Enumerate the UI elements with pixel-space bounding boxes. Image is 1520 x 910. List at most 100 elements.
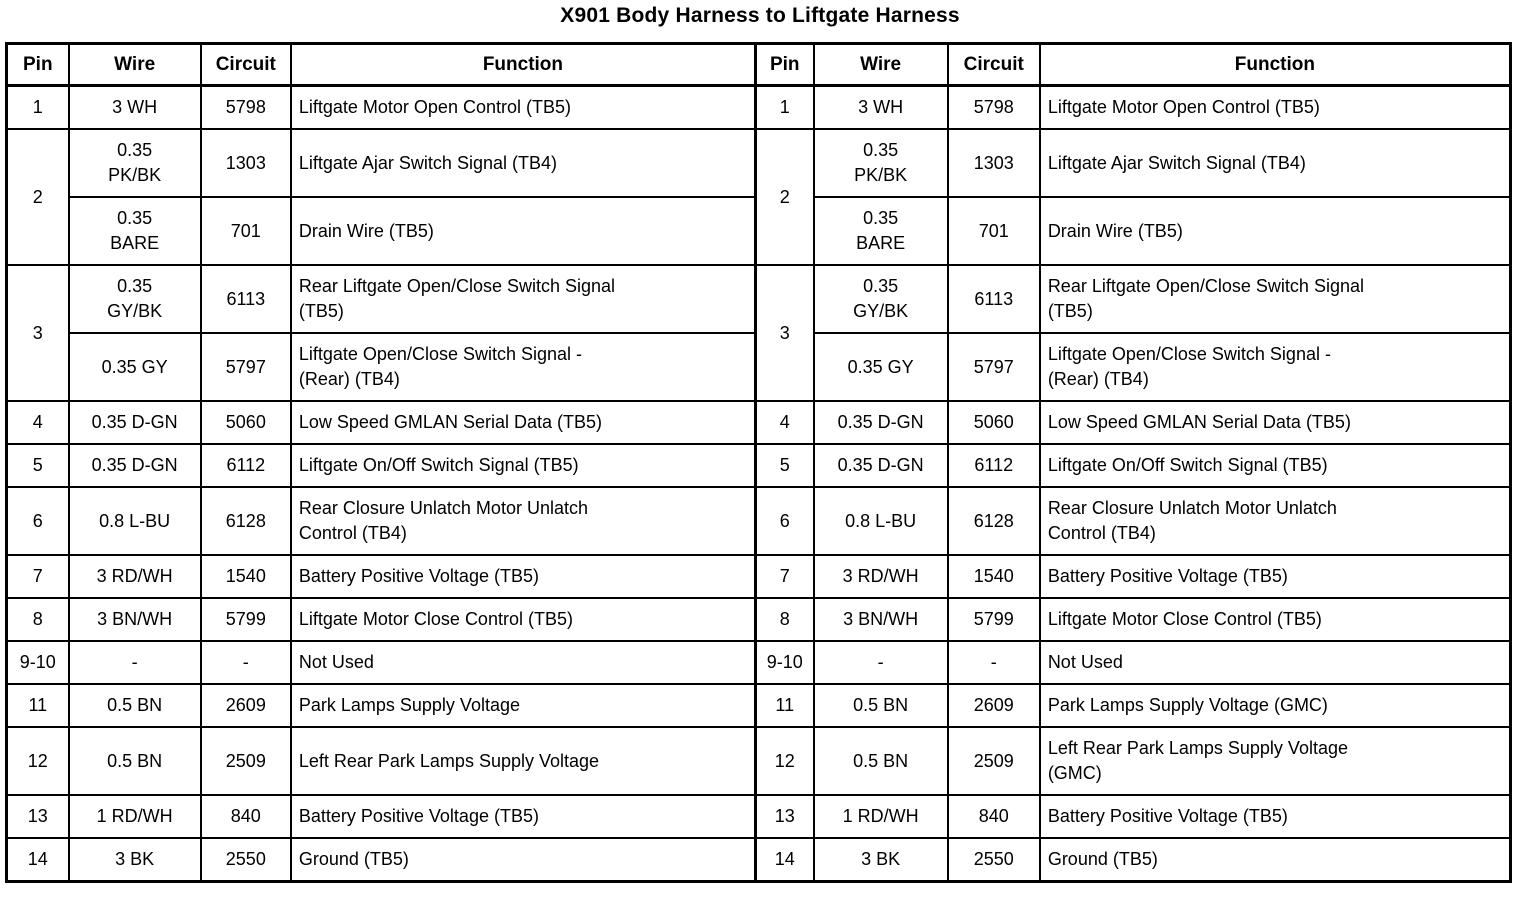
- wire-cell: -: [67, 640, 202, 685]
- circuit-cell: 840: [946, 794, 1041, 839]
- function-cell: Liftgate Motor Open Control (TB5): [1038, 84, 1512, 130]
- function-cell: Battery Positive Voltage (TB5): [289, 794, 757, 839]
- circuit-cell: 1540: [199, 554, 292, 599]
- circuit-cell: 2609: [199, 683, 292, 728]
- function-cell: Park Lamps Supply Voltage: [289, 683, 757, 728]
- header-function-right: Function: [1038, 42, 1512, 87]
- circuit-cell: 5060: [199, 400, 292, 445]
- wire-cell: 0.5 BN: [67, 683, 202, 728]
- function-cell: Liftgate Ajar Switch Signal (TB4): [1038, 128, 1512, 198]
- function-cell: Liftgate Motor Close Control (TB5): [1038, 597, 1512, 642]
- wire-cell: 1 RD/WH: [67, 794, 202, 839]
- pin-cell: 5: [5, 443, 70, 488]
- wire-cell: 0.35 PK/BK: [812, 128, 949, 198]
- wire-cell: 0.5 BN: [812, 683, 949, 728]
- function-cell: Ground (TB5): [1038, 837, 1512, 883]
- pin-cell: 12: [5, 726, 70, 796]
- pin-cell: 13: [753, 794, 815, 839]
- function-cell: Liftgate Motor Close Control (TB5): [289, 597, 757, 642]
- circuit-cell: 5797: [946, 332, 1041, 402]
- table-row: 12 0.5 BN 2509 Left Rear Park Lamps Supply …: [5, 726, 1512, 796]
- pin-cell: 2: [5, 128, 70, 266]
- header-circuit-right: Circuit: [946, 42, 1041, 87]
- circuit-cell: 701: [199, 196, 292, 266]
- circuit-cell: 1303: [946, 128, 1041, 198]
- table-row: 0.35 BARE 701 Drain Wire (TB5) 0.35 BARE 701…: [7, 196, 1512, 266]
- circuit-cell: 2509: [946, 726, 1041, 796]
- wire-cell: 3 BK: [812, 837, 949, 883]
- wire-cell: 3 BN/WH: [812, 597, 949, 642]
- header-pin-right: Pin: [753, 42, 815, 87]
- wire-cell: 0.8 L-BU: [812, 486, 949, 556]
- function-cell: Rear Closure Unlatch Motor Unlatch Contr…: [289, 486, 757, 556]
- wire-cell: 0.35 GY/BK: [812, 264, 949, 334]
- wire-cell: 0.35 GY: [67, 332, 202, 402]
- function-cell: Left Rear Park Lamps Supply Voltage (GMC…: [1038, 726, 1512, 796]
- circuit-cell: 6113: [946, 264, 1041, 334]
- table-row: 5 0.35 D-GN 6112 Liftgate On/Off Switch Sig…: [5, 443, 1512, 488]
- wire-cell: 0.5 BN: [812, 726, 949, 796]
- table-row: 14 3 BK 2550 Ground (TB5) 14 3 BK 2550 Ground (…: [5, 837, 1512, 883]
- wire-cell: 1 RD/WH: [812, 794, 949, 839]
- circuit-cell: 6128: [946, 486, 1041, 556]
- pin-cell: 6: [753, 486, 815, 556]
- wire-cell: 0.8 L-BU: [67, 486, 202, 556]
- function-cell: Low Speed GMLAN Serial Data (TB5): [1038, 400, 1512, 445]
- wire-cell: 0.35 D-GN: [812, 400, 949, 445]
- circuit-cell: 5799: [199, 597, 292, 642]
- header-wire-right: Wire: [812, 42, 949, 87]
- function-cell: Not Used: [1038, 640, 1512, 685]
- table-row: 9-10- - Not Used 9-10- - Not Used: [5, 640, 1512, 685]
- function-cell: Not Used: [289, 640, 757, 685]
- wire-cell: 0.5 BN: [67, 726, 202, 796]
- function-cell: Left Rear Park Lamps Supply Voltage: [289, 726, 757, 796]
- circuit-cell: 1303: [199, 128, 292, 198]
- function-cell: Liftgate Ajar Switch Signal (TB4): [289, 128, 757, 198]
- circuit-cell: 5797: [199, 332, 292, 402]
- pin-cell: 1: [5, 84, 70, 130]
- circuit-cell: 6128: [199, 486, 292, 556]
- header-circuit-left: Circuit: [199, 42, 292, 87]
- function-cell: Liftgate On/Off Switch Signal (TB5): [1038, 443, 1512, 488]
- pin-cell: 3: [5, 264, 70, 402]
- table-row: 2 0.35 PK/BK 1303 Liftgate Ajar Switch Sign…: [5, 128, 1512, 266]
- function-cell: Battery Positive Voltage (TB5): [1038, 554, 1512, 599]
- table-row: 13 1 RD/WH 840 Battery Positive Voltage (TB…: [5, 794, 1512, 839]
- circuit-cell: 5060: [946, 400, 1041, 445]
- wire-cell: 3 RD/WH: [812, 554, 949, 599]
- pin-cell: 14: [5, 837, 70, 883]
- pin-cell: 2: [753, 128, 815, 266]
- circuit-cell: 6112: [199, 443, 292, 488]
- circuit-cell: 6113: [199, 264, 292, 334]
- wire-cell: 0.35 GY/BK: [67, 264, 202, 334]
- wire-cell: 0.35 BARE: [812, 196, 949, 266]
- circuit-cell: 1540: [946, 554, 1041, 599]
- circuit-cell: 5798: [199, 84, 292, 130]
- function-cell: Low Speed GMLAN Serial Data (TB5): [289, 400, 757, 445]
- pin-cell: 9-10: [753, 640, 815, 685]
- header-row: Pin Wire Circuit Function Pin Wire Circu…: [5, 42, 1512, 87]
- circuit-cell: 701: [946, 196, 1041, 266]
- pin-cell: 8: [5, 597, 70, 642]
- wire-cell: 0.35 GY: [812, 332, 949, 402]
- function-cell: Battery Positive Voltage (TB5): [289, 554, 757, 599]
- pin-cell: 5: [753, 443, 815, 488]
- wire-cell: 0.35 D-GN: [67, 443, 202, 488]
- pin-cell: 7: [5, 554, 70, 599]
- pin-cell: 9-10: [5, 640, 70, 685]
- function-cell: Rear Liftgate Open/Close Switch Signal (…: [289, 264, 757, 334]
- circuit-cell: 2550: [199, 837, 292, 883]
- function-cell: Liftgate On/Off Switch Signal (TB5): [289, 443, 757, 488]
- circuit-cell: -: [946, 640, 1041, 685]
- pin-cell: 4: [5, 400, 70, 445]
- wire-cell: -: [812, 640, 949, 685]
- function-cell: Rear Liftgate Open/Close Switch Signal (…: [1038, 264, 1512, 334]
- page-title: X901 Body Harness to Liftgate Harness: [560, 4, 960, 27]
- wire-cell: 0.35 D-GN: [812, 443, 949, 488]
- pin-cell: 13: [5, 794, 70, 839]
- wire-cell: 0.35 PK/BK: [67, 128, 202, 198]
- table-row: 4 0.35 D-GN 5060 Low Speed GMLAN Serial Dat…: [5, 400, 1512, 445]
